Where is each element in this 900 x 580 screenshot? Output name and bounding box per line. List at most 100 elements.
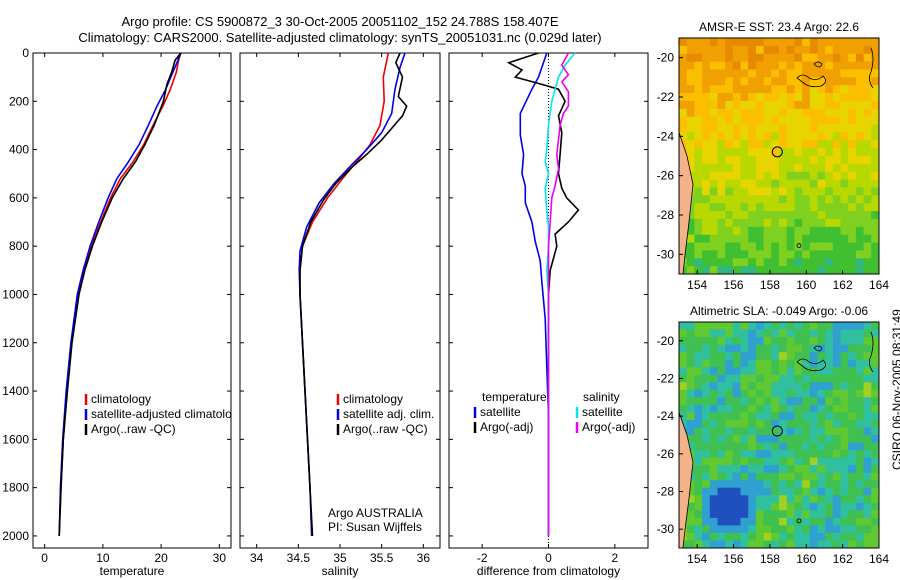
map-cell [794, 100, 803, 110]
map-cell [694, 266, 703, 274]
map-cell [725, 480, 734, 489]
map-cell [802, 132, 811, 141]
map-cell [809, 540, 819, 548]
map-x-tick-label: 154 [687, 278, 707, 292]
map-cell [855, 427, 865, 436]
map-cell [694, 187, 703, 196]
map-cell [794, 93, 803, 102]
map-cell [848, 389, 857, 398]
map-x-tick-label: 158 [760, 552, 780, 566]
map-cell [817, 359, 826, 368]
map-cell [717, 148, 726, 157]
map-cell [794, 502, 803, 511]
map-cell [863, 352, 872, 361]
map-cell [809, 487, 819, 496]
map-cell [709, 382, 719, 391]
map-cell [763, 211, 772, 220]
map-cell [802, 480, 811, 489]
map-cell [863, 329, 872, 338]
map-cell [825, 419, 834, 428]
map-cell [863, 344, 872, 353]
map-cell [786, 77, 795, 86]
map-cell [863, 77, 872, 86]
map-cell [694, 85, 703, 94]
map-cell [725, 495, 734, 504]
map-cell [802, 53, 811, 63]
map-cell [732, 148, 742, 157]
map-cell [755, 359, 765, 368]
map-cell [863, 195, 872, 204]
map-cell [694, 389, 703, 398]
map-cell [779, 124, 788, 133]
map-cell [725, 374, 734, 383]
map-cell [709, 132, 719, 141]
map-cell [802, 442, 811, 451]
map-cell [779, 367, 788, 376]
map-cell [732, 140, 742, 149]
map-cell [740, 465, 749, 474]
map-cell [817, 108, 826, 118]
map-cell [779, 344, 788, 353]
map-cell [848, 53, 857, 63]
map-cell [825, 359, 834, 368]
map-cell [840, 77, 849, 86]
map-cell [748, 359, 757, 368]
map-cell [863, 38, 872, 47]
map-cell [871, 140, 879, 149]
map-cell [848, 465, 857, 474]
map-cell [709, 329, 719, 338]
map-cell [725, 187, 734, 196]
legend-label: satellite adj. clim. [343, 407, 434, 421]
map-cell [702, 322, 711, 331]
map-cell [871, 69, 879, 78]
map-cell [702, 374, 711, 383]
map-title: AMSR-E SST: 23.4 Argo: 22.6 [699, 20, 859, 34]
map-cell [732, 525, 742, 534]
map-cell [771, 435, 780, 444]
map-y-tick-label: -26 [657, 169, 675, 183]
map-cell [702, 156, 711, 165]
map-cell [686, 374, 695, 383]
map-cell [786, 465, 795, 474]
map-cell [694, 234, 703, 244]
map-cell [779, 266, 788, 274]
map-cell [863, 367, 872, 376]
map-cell [840, 93, 849, 102]
map-cell [694, 487, 703, 496]
map-cell [855, 442, 865, 451]
map-cell [686, 38, 695, 47]
map-cell [809, 344, 819, 353]
map-cell [786, 187, 795, 196]
map-cell [871, 250, 879, 259]
map-cell [755, 404, 765, 413]
map-cell [794, 540, 803, 548]
map-cell [802, 234, 811, 244]
map-cell [832, 457, 842, 466]
map-cell [825, 69, 834, 78]
map-cell [794, 344, 803, 353]
map-cell [686, 124, 695, 133]
map-cell [694, 450, 703, 459]
map-cell [717, 532, 726, 541]
map-cell [848, 45, 857, 55]
map-cell [779, 93, 788, 102]
map-cell [709, 195, 719, 204]
map-cell [794, 266, 803, 274]
map-cell [802, 61, 811, 71]
map-cell [855, 472, 865, 481]
map-cell [825, 226, 834, 236]
map-cell [848, 540, 857, 548]
map-cell [732, 442, 742, 451]
map-cell [740, 457, 749, 466]
map-cell [763, 329, 772, 338]
map-cell [732, 124, 742, 133]
legend-heading: salinity [583, 390, 620, 404]
map-cell [732, 465, 742, 474]
map-cell [725, 540, 734, 548]
map-cell [702, 419, 711, 428]
map-cell [686, 337, 695, 346]
map-cell [717, 435, 726, 444]
map-cell [855, 45, 865, 55]
map-cell [809, 100, 819, 110]
map-cell [848, 510, 857, 519]
